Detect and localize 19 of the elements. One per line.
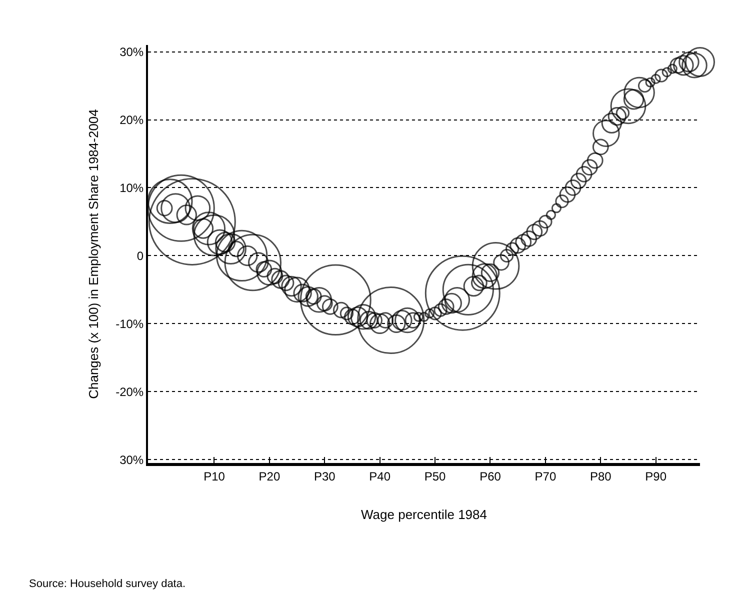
x-tick-label: P50 [424, 469, 446, 484]
y-tick-label: 10% [120, 180, 144, 195]
x-tick-label: P10 [204, 469, 226, 484]
y-tick-label: 30% [120, 452, 144, 467]
source-note: Source: Household survey data. [29, 578, 186, 590]
x-tick-label: P20 [258, 469, 280, 484]
x-tick-label: P80 [590, 469, 612, 484]
y-tick-label: 20% [120, 112, 144, 127]
x-tick-label: P60 [480, 469, 502, 484]
x-tick-label: P30 [314, 469, 336, 484]
y-tick-label: 30% [120, 45, 144, 59]
x-tick-label: P70 [534, 469, 556, 484]
y-tick-label: 0 [136, 248, 144, 263]
y-tick-label: -20% [116, 384, 144, 399]
x-tick-label: P40 [369, 469, 391, 484]
y-tick-label: -10% [116, 316, 144, 331]
y-axis-title: Changes (x 100) in Employment Share 1984-2004 [86, 109, 102, 399]
x-axis-title: Wage percentile 1984 [361, 507, 487, 522]
x-tick-label: P90 [645, 469, 667, 484]
